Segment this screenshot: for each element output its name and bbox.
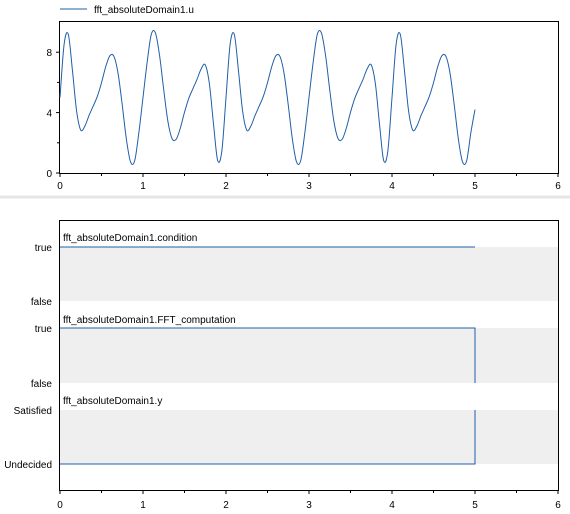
series-title-condition: fft_absoluteDomain1.condition [63, 233, 197, 244]
state-label-y-undecided: Undecided [4, 460, 52, 471]
bottom-x-tick-label: 2 [223, 500, 229, 511]
top-x-axis: 0 1 2 3 4 5 6 [57, 173, 561, 192]
top-x-tick-label: 5 [472, 181, 478, 192]
series-title-y: fft_absoluteDomain1.y [63, 396, 162, 407]
top-x-tick-label: 2 [223, 181, 229, 192]
bottom-plot: fft_absoluteDomain1.condition true false… [4, 220, 561, 511]
top-legend: fft_absoluteDomain1.u [60, 5, 194, 16]
series-title-fft-computation: fft_absoluteDomain1.FFT_computation [63, 315, 236, 326]
top-x-tick-label: 0 [57, 181, 63, 192]
state-band [60, 328, 558, 383]
bottom-x-axis: 0 1 2 3 4 5 6 [57, 490, 561, 511]
state-label-fft-false: false [31, 379, 53, 390]
bottom-x-tick-label: 1 [140, 500, 146, 511]
series-line-fft-computation [60, 327, 476, 383]
top-y-tick-label: 8 [46, 48, 52, 59]
top-x-tick-label: 3 [306, 181, 312, 192]
state-label-condition-false: false [31, 297, 53, 308]
state-label-condition-true: true [35, 243, 53, 254]
bottom-x-tick-label: 6 [555, 500, 561, 511]
top-x-tick-label: 4 [389, 181, 395, 192]
top-y-tick-label: 0 [46, 169, 52, 180]
state-label-y-satisfied: Satisfied [14, 406, 52, 417]
bottom-x-tick-label: 0 [57, 500, 63, 511]
bottom-x-tick-label: 5 [472, 500, 478, 511]
bottom-x-tick-label: 3 [306, 500, 312, 511]
state-label-fft-true: true [35, 324, 53, 335]
series-line-u [59, 30, 476, 165]
series-line-y [60, 410, 476, 465]
top-x-tick-label: 6 [555, 181, 561, 192]
state-bands [60, 247, 558, 464]
state-band [60, 247, 558, 301]
state-band [60, 410, 558, 464]
top-plot: 0 4 8 0 1 2 3 4 5 6 [46, 21, 561, 192]
top-y-axis: 0 4 8 [46, 48, 60, 180]
top-y-tick-label: 4 [46, 109, 52, 120]
bottom-x-tick-label: 4 [389, 500, 395, 511]
legend-label-u: fft_absoluteDomain1.u [94, 5, 194, 16]
top-x-tick-label: 1 [140, 181, 146, 192]
